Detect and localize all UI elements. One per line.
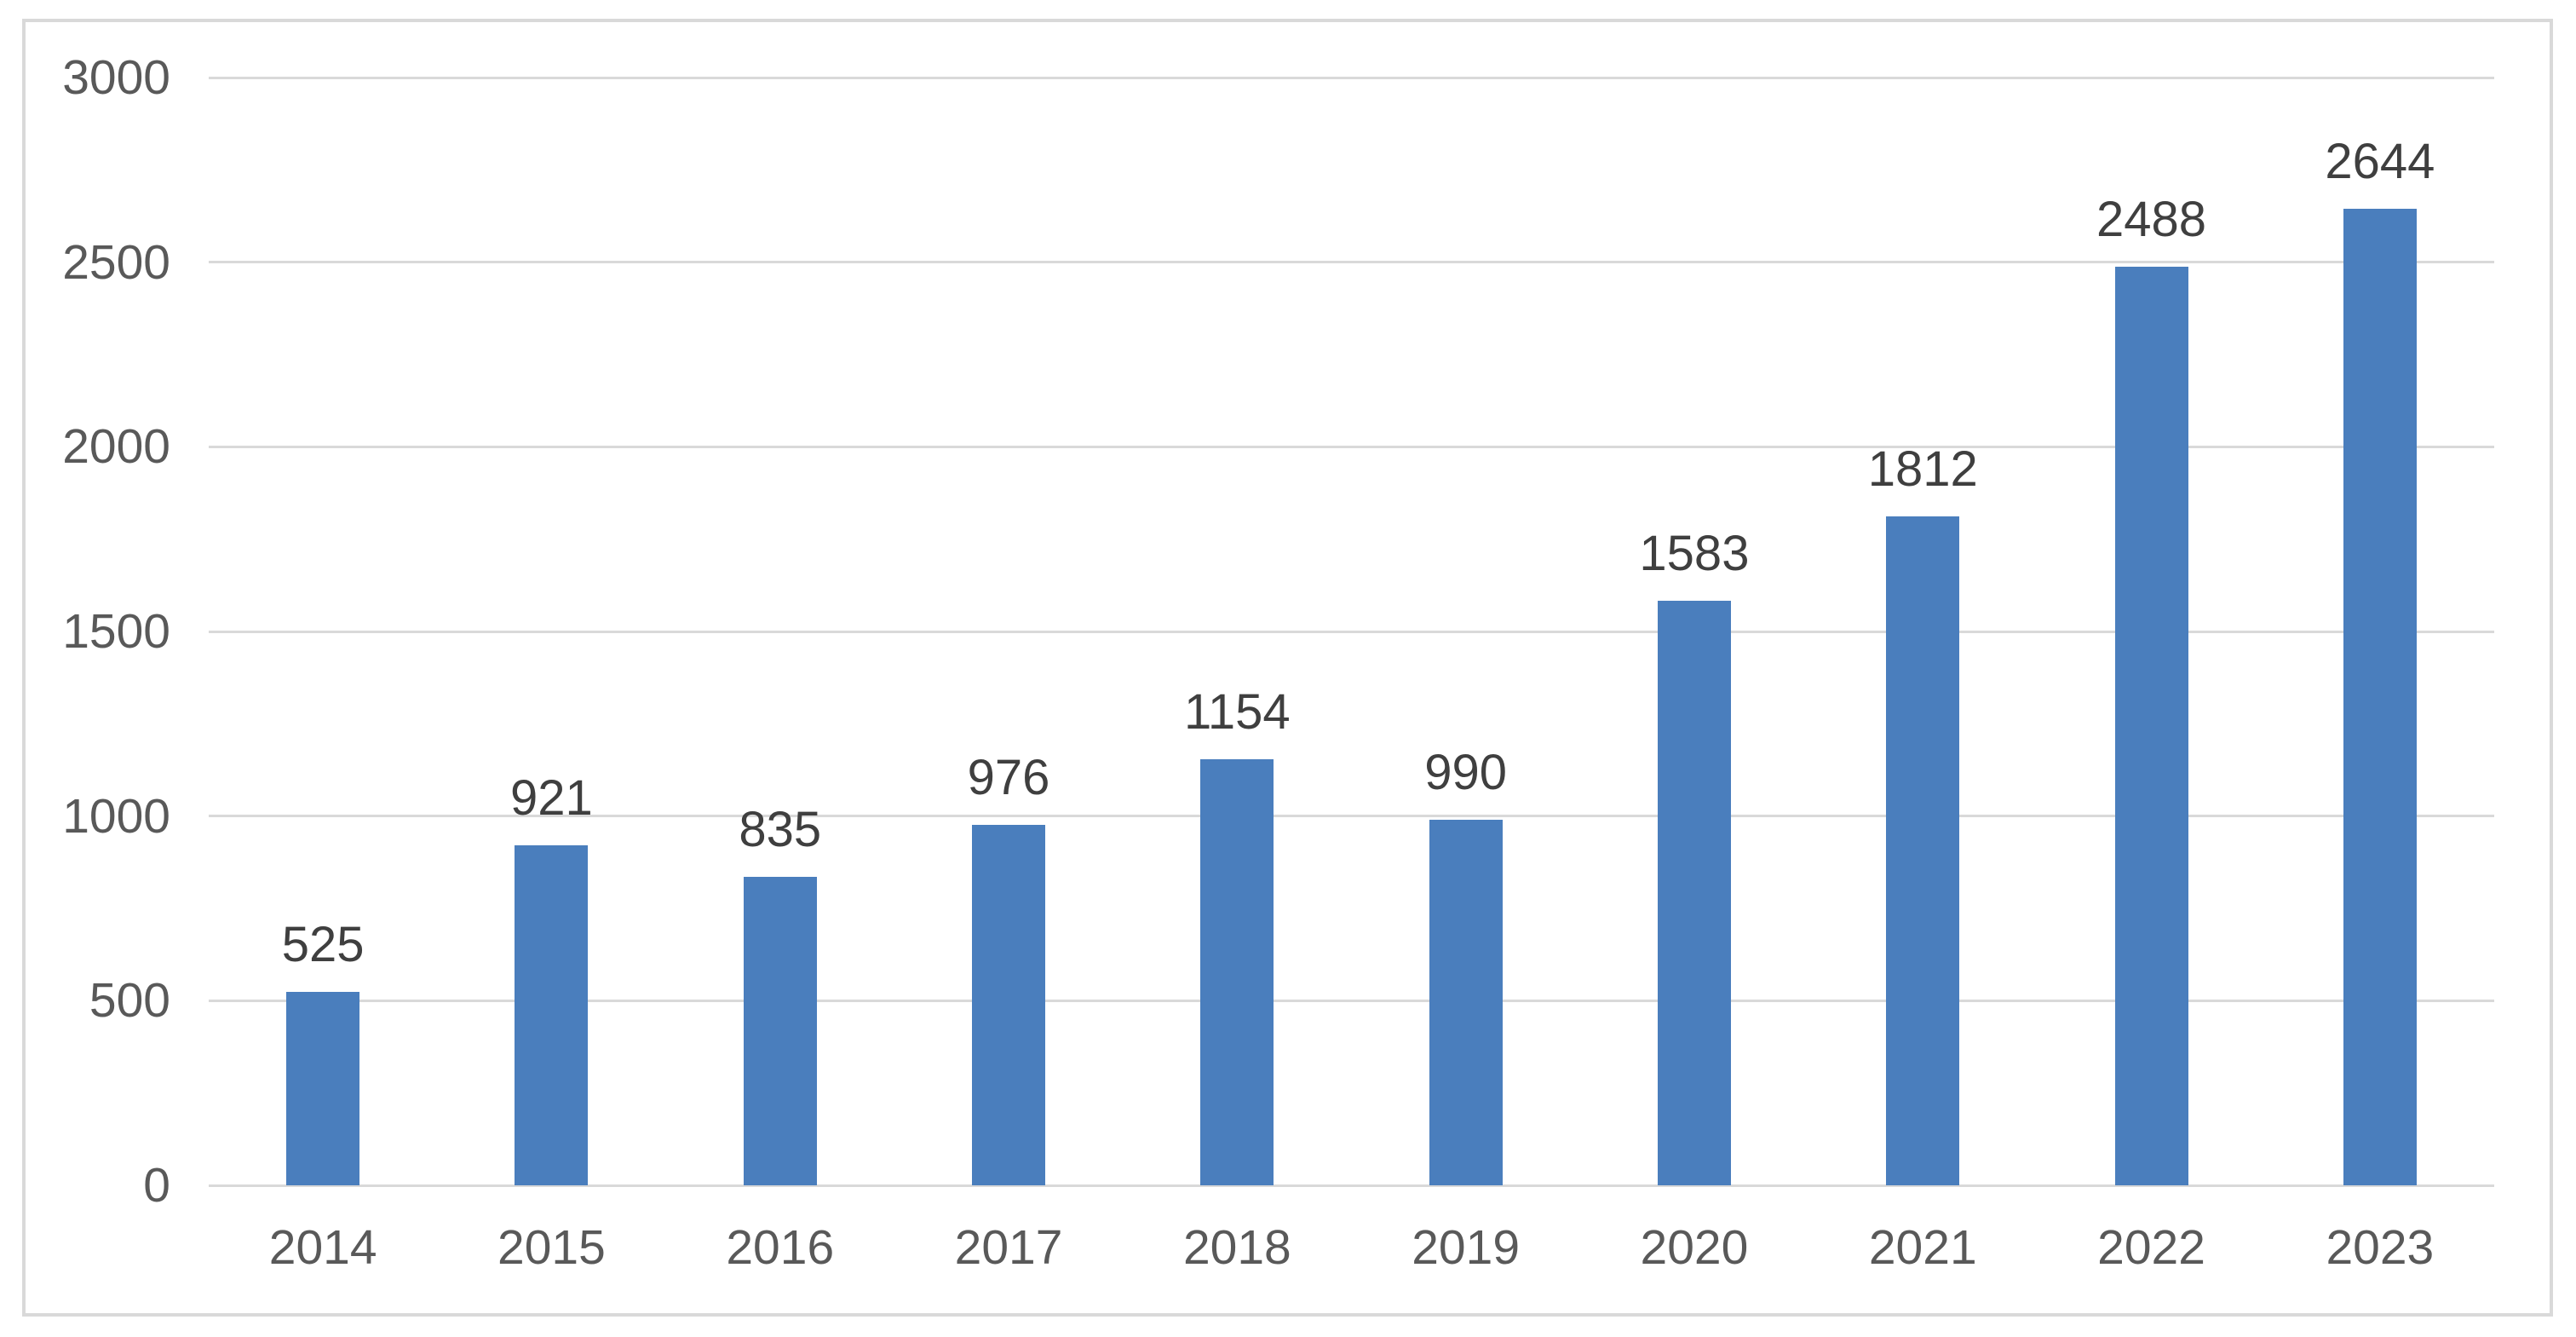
y-tick-label: 1000 — [62, 788, 170, 844]
data-label-2016: 835 — [739, 802, 822, 857]
x-tick-label-2020: 2020 — [1640, 1220, 1749, 1275]
gridline — [209, 1184, 2494, 1187]
x-axis: 2014 2015 2016 2017 2018 2019 2020 2021 2022 2023 — [209, 1219, 2494, 1296]
chart-frame: 525 921 835 976 1154 990 1583 1812 2488 2644 0 500… — [22, 19, 2553, 1317]
bar-2022 — [2114, 267, 2188, 1185]
data-label-2018: 1154 — [1183, 684, 1291, 740]
x-tick-label-2021: 2021 — [1868, 1220, 1977, 1275]
data-label-2023: 2644 — [2325, 134, 2435, 189]
bar-2023 — [2343, 209, 2417, 1185]
x-tick-label-2017: 2017 — [954, 1220, 1063, 1275]
y-tick-label: 500 — [89, 973, 170, 1029]
y-axis: 0 500 1000 1500 2000 2500 3000 — [26, 50, 170, 1213]
gridline — [209, 630, 2494, 633]
bar-2021 — [1886, 516, 1960, 1185]
gridline — [209, 815, 2494, 818]
bar-2016 — [743, 877, 817, 1185]
y-tick-label: 1500 — [62, 604, 170, 659]
data-label-2022: 2488 — [2096, 192, 2207, 247]
data-label-2020: 1583 — [1639, 526, 1750, 581]
x-tick-label-2014: 2014 — [268, 1220, 377, 1275]
data-label-2017: 976 — [967, 750, 1050, 805]
data-label-2021: 1812 — [1867, 441, 1978, 497]
data-label-2019: 990 — [1424, 745, 1508, 800]
bar-2015 — [515, 845, 589, 1185]
gridline — [209, 76, 2494, 79]
x-tick-label-2023: 2023 — [2326, 1220, 2435, 1275]
y-tick-label: 3000 — [62, 50, 170, 105]
data-label-2014: 525 — [281, 917, 365, 972]
bar-2014 — [286, 992, 360, 1185]
y-tick-label: 0 — [143, 1158, 170, 1213]
gridline — [209, 261, 2494, 264]
x-tick-label-2018: 2018 — [1182, 1220, 1291, 1275]
bar-2020 — [1657, 601, 1731, 1185]
y-tick-label: 2500 — [62, 234, 170, 290]
plot-area: 525 921 835 976 1154 990 1583 1812 2488 2644 — [209, 76, 2494, 1187]
y-tick-label: 2000 — [62, 419, 170, 475]
gridline — [209, 445, 2494, 448]
bar-2018 — [1200, 759, 1274, 1185]
x-tick-label-2016: 2016 — [726, 1220, 835, 1275]
data-label-2015: 921 — [510, 770, 593, 826]
x-tick-label-2019: 2019 — [1412, 1220, 1521, 1275]
bar-2019 — [1429, 820, 1503, 1185]
gridline — [209, 999, 2494, 1002]
x-tick-label-2015: 2015 — [497, 1220, 606, 1275]
x-tick-label-2022: 2022 — [2097, 1220, 2205, 1275]
bar-2017 — [972, 825, 1046, 1185]
